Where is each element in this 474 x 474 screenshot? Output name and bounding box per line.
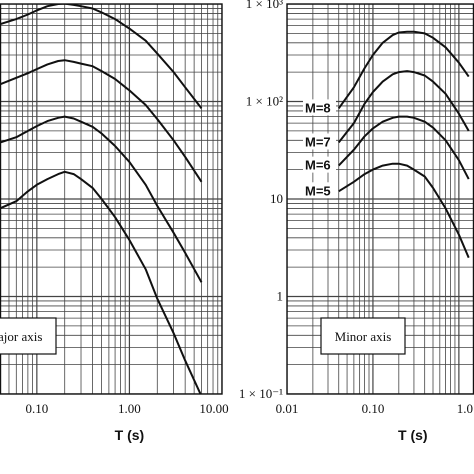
plot-frame-left [0,3,223,395]
annotation-text: ajor axis [0,329,42,344]
x-tick-label: 0.10 [362,401,385,416]
series-line-left-2 [0,115,203,283]
y-tick-label: 1 × 10⁻¹ [239,386,283,401]
x-tick-label: 0.10 [25,401,48,416]
grid-right [287,4,474,394]
x-tick-label: 1.00 [118,401,141,416]
series-group-left [0,4,203,394]
series-label: M=7 [305,134,331,149]
series-line-left-1 [0,59,203,183]
grid-left [0,4,222,394]
series-line-right-0 [337,30,470,109]
series-label-bg [303,156,336,173]
series-label-bg [303,133,336,150]
x-axis-label: T (s) [398,427,428,443]
annotation-box [320,317,406,355]
series-label: M=6 [305,158,331,173]
series-label-bg [303,99,336,116]
series-line-right-3 [338,162,470,259]
x-axis-label: T (s) [115,427,145,443]
series-label: M=8 [305,100,331,115]
annotation-box [0,317,57,355]
x-tick-label: 0.01 [276,401,299,416]
series-line-left-3 [0,170,202,394]
series-group-right [337,30,470,259]
annotation-text: Minor axis [335,329,392,344]
y-tick-label: 1 × 10³ [246,0,283,11]
left-panel-major-axis: 0.10 1.00 10.00 T (s) ajor axis [0,3,229,443]
series-line-right-2 [337,115,470,180]
y-tick-label: 1 × 10² [246,94,283,109]
x-tick-label: 10.00 [199,401,228,416]
x-tick-label: 1.0 [457,401,473,416]
series-label-bg [303,182,336,199]
y-tick-label: 1 [277,289,284,304]
y-tick-label: 10 [270,191,283,206]
series-line-right-1 [337,70,470,144]
series-line-left-0 [0,4,203,110]
right-panel-minor-axis: 0.01 0.10 1.0 T (s) 1 × 10³ 1 × 10² 10 1 1 × 10⁻… [239,0,474,443]
series-label: M=5 [305,183,331,198]
